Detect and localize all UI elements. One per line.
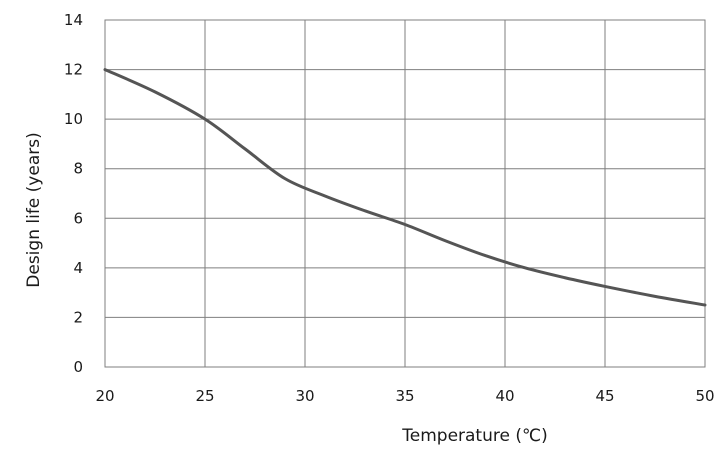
y-tick-label: 2 [73, 308, 83, 326]
x-tick-label: 20 [95, 387, 114, 405]
y-tick-label: 14 [64, 11, 83, 29]
y-tick-label: 8 [73, 160, 83, 178]
y-axis-label: Design life (years) [24, 132, 44, 287]
x-tick-label: 40 [495, 387, 514, 405]
plot-area-border [104, 19, 706, 368]
y-tick-label: 4 [73, 259, 83, 277]
plot-frame [104, 19, 706, 368]
x-axis-ticks: 20 25 30 35 40 45 50 [95, 387, 714, 405]
grid [104, 19, 706, 368]
series-layer [103, 68, 707, 307]
x-tick-label: 30 [295, 387, 314, 405]
x-tick-label: 35 [395, 387, 414, 405]
x-tick-label: 45 [595, 387, 614, 405]
y-axis-ticks: 0 2 4 6 8 10 12 14 [64, 11, 83, 376]
y-tick-label: 6 [73, 209, 83, 227]
y-tick-label: 0 [73, 358, 83, 376]
x-tick-label: 50 [695, 387, 714, 405]
y-tick-label: 10 [64, 110, 83, 128]
x-tick-label: 25 [195, 387, 214, 405]
y-tick-label: 12 [64, 61, 83, 79]
series-line [103, 68, 707, 307]
x-axis-label: Temperature (℃) [401, 426, 547, 446]
